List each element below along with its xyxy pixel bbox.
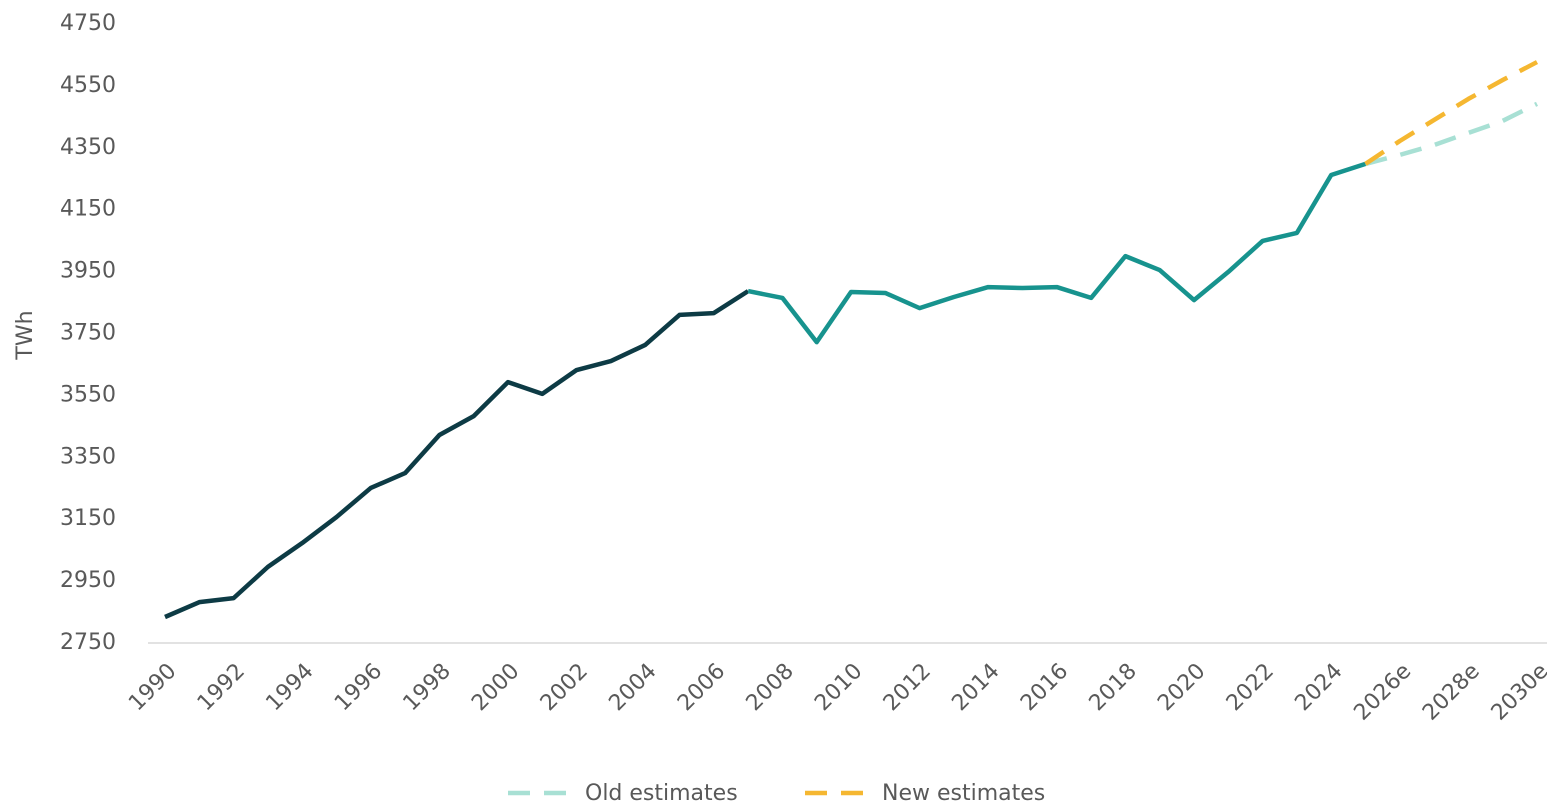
x-tick-label: 2024 <box>1290 659 1347 716</box>
x-tick-label: 1996 <box>330 659 387 716</box>
y-tick-label: 3150 <box>60 506 116 531</box>
x-tick-label: 2004 <box>604 659 661 716</box>
x-tick-label: 1994 <box>261 659 318 716</box>
x-tick-label: 2010 <box>810 659 867 716</box>
y-tick-label: 2750 <box>60 630 116 655</box>
y-tick-label: 3550 <box>60 382 116 407</box>
y-tick-label: 2950 <box>60 568 116 593</box>
y-tick-label: 3350 <box>60 444 116 469</box>
x-tick-label: 2028e <box>1418 659 1485 726</box>
x-tick-label: 2016 <box>1016 659 1073 716</box>
x-tick-label: 2020 <box>1153 659 1210 716</box>
y-tick-label: 4350 <box>60 135 116 160</box>
x-tick-label: 2022 <box>1222 659 1279 716</box>
series-line <box>1364 60 1539 166</box>
x-tick-label: 2014 <box>947 659 1004 716</box>
x-tick-label: 2012 <box>879 659 936 716</box>
x-tick-label: 2008 <box>742 659 799 716</box>
y-tick-label: 4550 <box>60 73 116 98</box>
x-tick-label: 2000 <box>467 659 524 716</box>
legend-label: New estimates <box>882 781 1045 806</box>
y-tick-label: 3750 <box>60 321 116 346</box>
x-tick-label: 2026e <box>1349 659 1416 726</box>
x-tick-label: 2002 <box>536 659 593 716</box>
x-tick-label: 2006 <box>673 659 730 716</box>
legend-label: Old estimates <box>585 781 738 806</box>
series-line <box>747 161 1367 345</box>
x-tick-label: 1998 <box>399 659 456 716</box>
y-tick-label: 4750 <box>60 11 116 36</box>
series-line <box>1364 101 1539 167</box>
x-tick-label: 1990 <box>124 659 181 716</box>
y-tick-label: 4150 <box>60 197 116 222</box>
x-tick-label: 1992 <box>193 659 250 716</box>
x-tick-label: 2030e <box>1487 659 1547 726</box>
y-tick-label: 3950 <box>60 259 116 284</box>
y-axis-label: TWh <box>13 310 38 360</box>
series-line <box>164 289 750 620</box>
x-tick-label: 2018 <box>1085 659 1142 716</box>
